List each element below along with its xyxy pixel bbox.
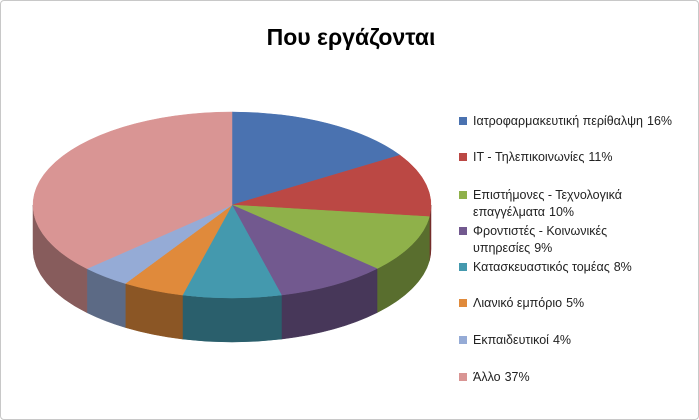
- legend-swatch: [459, 299, 467, 307]
- legend-label: IT - Τηλεπικοινωνίες: [473, 150, 585, 164]
- legend-value: 9%: [534, 241, 553, 255]
- legend-swatch: [459, 153, 467, 161]
- legend-swatch: [459, 336, 467, 344]
- legend-swatch: [459, 117, 467, 125]
- legend-value: 16%: [647, 114, 673, 128]
- slice-side: [182, 294, 282, 343]
- legend-value: 37%: [504, 370, 530, 384]
- legend-entry: Κατασκευαστικός τομέας 8%: [459, 259, 687, 276]
- legend-entry: Ιατροφαρμακευτική περίθαλψη 16%: [459, 113, 687, 130]
- legend-entry: Εκπαιδευτικοί 4%: [459, 332, 687, 349]
- legend-swatch: [459, 227, 467, 235]
- legend-value: 5%: [566, 296, 585, 310]
- slice: [182, 204, 282, 299]
- legend-entry: IT - Τηλεπικοινωνίες 11%: [459, 149, 687, 166]
- legend-value: 10%: [549, 205, 575, 219]
- legend-swatch: [459, 373, 467, 381]
- legend-value: 8%: [613, 260, 632, 274]
- legend-entry: Φροντιστές - Κοινωνικές υπηρεσίες 9%: [459, 223, 687, 257]
- slice: [231, 204, 378, 296]
- legend-entry: Λιανικό εμπόριο 5%: [459, 295, 687, 312]
- slice: [32, 111, 233, 269]
- legend-label: Λιανικό εμπόριο: [473, 296, 563, 310]
- legend-swatch: [459, 263, 467, 271]
- legend-value: 11%: [588, 150, 613, 164]
- legend-label: Εκπαιδευτικοί: [473, 333, 549, 347]
- legend-label: Κατασκευαστικός τομέας: [473, 260, 610, 274]
- legend-entry: Επιστήμονες - Τεχνολογικά επαγγέλματα 10%: [459, 187, 687, 221]
- chart-title: Που εργάζονται: [267, 24, 436, 50]
- legend-label: Άλλο: [473, 370, 501, 384]
- legend-label: Ιατροφαρμακευτική περίθαλψη: [473, 114, 643, 128]
- slice: [231, 111, 401, 206]
- slice: [231, 204, 430, 269]
- legend-swatch: [459, 191, 467, 199]
- legend-label: Φροντιστές - Κοινωνικές υπηρεσίες: [473, 224, 608, 255]
- legend-label: Επιστήμονες - Τεχνολογικά επαγγέλματα: [473, 188, 622, 219]
- legend-entry: Άλλο 37%: [459, 369, 687, 386]
- legend-value: 4%: [552, 333, 572, 347]
- slice: [231, 154, 432, 217]
